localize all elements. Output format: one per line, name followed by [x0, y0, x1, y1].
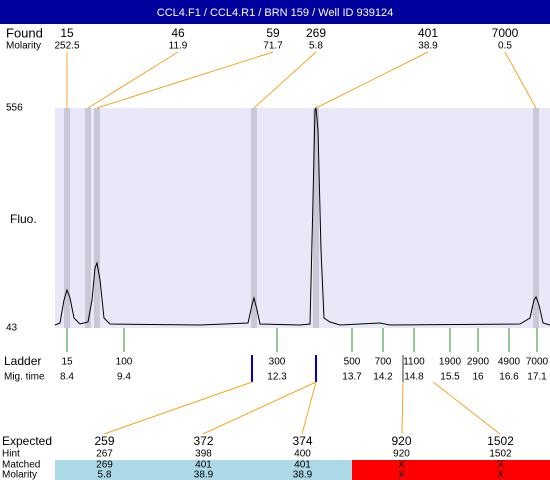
- hint-cell: 1502: [489, 449, 512, 460]
- mig-time: 13.7: [342, 372, 362, 383]
- peak-band: [85, 108, 91, 328]
- matched-cell: X: [398, 460, 405, 471]
- peak-band: [533, 108, 539, 328]
- plot-area: [55, 108, 550, 328]
- ladder-size: 15: [61, 357, 73, 368]
- ladder-size: 2900: [467, 357, 490, 368]
- ladder-size: 1900: [439, 357, 462, 368]
- molarity-cell: X: [497, 470, 504, 480]
- match-link: [432, 381, 501, 435]
- expected-cell: 374: [292, 434, 312, 448]
- row-label: Molarity: [2, 470, 37, 480]
- matched-cell: 401: [294, 460, 311, 471]
- matched-cell: 269: [96, 460, 113, 471]
- found-molarity: 38.9: [418, 41, 438, 52]
- expected-cell: 259: [94, 434, 114, 448]
- peak-band: [313, 108, 319, 328]
- peak-band: [64, 108, 70, 328]
- peak-link: [504, 51, 537, 109]
- ladder-size: 700: [375, 357, 392, 368]
- found-molarity: 71.7: [263, 41, 283, 52]
- found-molarity: 5.8: [309, 41, 323, 52]
- molarity-cell: 38.9: [293, 470, 313, 480]
- match-link: [103, 381, 253, 435]
- found-label: Found: [6, 25, 43, 40]
- peak-band: [251, 108, 257, 328]
- mig-time: 15.5: [440, 372, 460, 383]
- row-label: Hint: [2, 449, 20, 460]
- peak-link: [96, 51, 274, 109]
- molarity-cell: 5.8: [98, 470, 112, 480]
- found-size: 269: [306, 26, 326, 40]
- ladder-size: 100: [116, 357, 133, 368]
- hint-cell: 920: [393, 449, 410, 460]
- molarity-cell: 38.9: [194, 470, 214, 480]
- expected-cell: 920: [391, 434, 411, 448]
- ladder-size: 500: [344, 357, 361, 368]
- found-size: 46: [171, 26, 185, 40]
- found-molarity: 11.9: [169, 41, 188, 52]
- matched-cell: 401: [195, 460, 212, 471]
- row-label: Matched: [2, 460, 40, 471]
- status-cell: [451, 460, 550, 480]
- found-size: 401: [418, 26, 438, 40]
- match-link: [401, 381, 404, 435]
- mig-time: 14.8: [404, 372, 424, 383]
- y-axis-label: Fluo.: [10, 212, 37, 226]
- molarity-cell: X: [398, 470, 405, 480]
- found-size: 7000: [492, 26, 519, 40]
- peak-link: [315, 51, 429, 109]
- found-size: 59: [266, 26, 280, 40]
- header-title: CCL4.F1 / CCL4.R1 / BRN 159 / Well ID 93…: [157, 7, 393, 19]
- status-cell: [154, 460, 253, 480]
- peak-link: [253, 51, 317, 109]
- molarity-label: Molarity: [6, 41, 41, 52]
- hint-cell: 267: [96, 449, 113, 460]
- status-cell: [253, 460, 352, 480]
- expected-cell: 372: [193, 434, 213, 448]
- hint-cell: 400: [294, 449, 311, 460]
- trace: [54, 106, 550, 326]
- mig-time: 16: [472, 372, 484, 383]
- found-molarity: 0.5: [498, 41, 512, 52]
- row-label: Expected: [2, 434, 52, 448]
- y-max-label: 556: [6, 103, 23, 114]
- ladder-size: 4900: [498, 357, 521, 368]
- header-bar: [0, 0, 550, 24]
- status-cell: [55, 460, 154, 480]
- found-molarity: 252.5: [54, 41, 79, 52]
- expected-cell: 1502: [487, 434, 514, 448]
- mig-time: 14.2: [373, 372, 393, 383]
- ladder-label: Ladder: [4, 354, 41, 368]
- ladder-size: 300: [269, 357, 286, 368]
- mig-time: 16.6: [499, 372, 519, 383]
- peak-link: [87, 51, 179, 109]
- hint-cell: 398: [195, 449, 212, 460]
- found-size: 15: [60, 26, 74, 40]
- ladder-size: 1100: [403, 357, 425, 368]
- mig-time: 8.4: [60, 372, 74, 383]
- ladder-size: 7000: [526, 357, 549, 368]
- mig-time: 9.4: [117, 372, 131, 383]
- mig-time: 12.3: [267, 372, 287, 383]
- peak-band: [94, 108, 100, 328]
- matched-cell: X: [497, 460, 504, 471]
- mig-time-label: Mig. time: [4, 372, 45, 383]
- match-link: [301, 381, 317, 435]
- status-cell: [352, 460, 451, 480]
- match-link: [202, 381, 317, 435]
- y-min-label: 43: [6, 323, 18, 334]
- mig-time: 17.1: [527, 372, 547, 383]
